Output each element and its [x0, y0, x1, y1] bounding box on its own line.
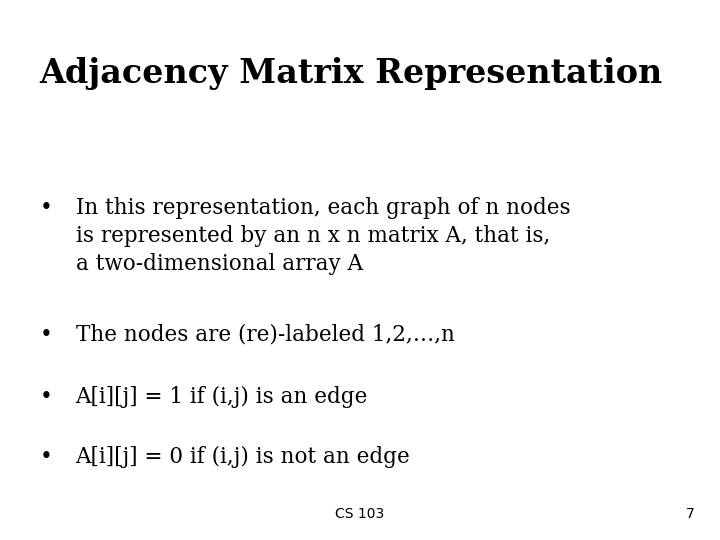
Text: A[i][j] = 1 if (i,j) is an edge: A[i][j] = 1 if (i,j) is an edge	[76, 386, 368, 408]
Text: •: •	[40, 446, 53, 468]
Text: CS 103: CS 103	[336, 507, 384, 521]
Text: Adjacency Matrix Representation: Adjacency Matrix Representation	[40, 57, 663, 90]
Text: •: •	[40, 197, 53, 219]
Text: The nodes are (re)-labeled 1,2,…,n: The nodes are (re)-labeled 1,2,…,n	[76, 324, 454, 346]
Text: A[i][j] = 0 if (i,j) is not an edge: A[i][j] = 0 if (i,j) is not an edge	[76, 446, 410, 468]
Text: •: •	[40, 386, 53, 408]
Text: 7: 7	[686, 507, 695, 521]
Text: In this representation, each graph of n nodes
is represented by an n x n matrix : In this representation, each graph of n …	[76, 197, 570, 275]
Text: •: •	[40, 324, 53, 346]
